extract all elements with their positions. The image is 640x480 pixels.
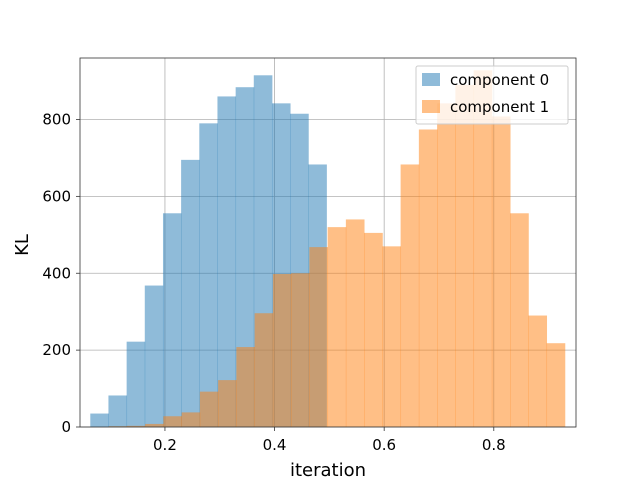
histogram-bar	[510, 213, 529, 427]
histogram-bar	[145, 423, 164, 427]
plot-frame	[79, 57, 577, 428]
histogram-bar	[199, 391, 219, 427]
histogram-bar	[546, 343, 566, 427]
legend: component 0 component 1	[415, 65, 569, 125]
histogram-bar	[364, 232, 383, 427]
x-axis-label: iteration	[290, 460, 366, 480]
histogram-bar	[217, 96, 237, 427]
histogram-bar	[90, 413, 109, 427]
histogram-bar	[272, 274, 292, 427]
histogram-bar	[181, 159, 200, 427]
histogram-bar	[126, 425, 146, 427]
histogram-bar	[491, 116, 511, 428]
histogram-bar	[218, 380, 237, 427]
histogram-bar	[254, 313, 274, 427]
series-component-1	[108, 70, 566, 428]
legend-swatch-component-0	[422, 73, 440, 86]
x-tick-label: 0.4	[263, 436, 287, 454]
legend-swatch-component-1	[422, 100, 440, 113]
y-tick-label: 400	[42, 264, 71, 282]
histogram-bar	[162, 213, 182, 427]
histogram-bar	[309, 247, 329, 427]
histogram-bar	[126, 341, 146, 427]
histogram-bar	[291, 273, 310, 427]
histogram-bar	[181, 412, 201, 427]
histogram-bar	[108, 395, 128, 427]
histogram-bar	[473, 70, 493, 428]
x-tick-label: 0.2	[153, 436, 177, 454]
y-tick-label: 800	[42, 111, 71, 129]
histogram-bar	[345, 219, 365, 427]
y-tick-label: 0	[61, 418, 71, 436]
y-tick-label: 200	[42, 341, 71, 359]
histogram-bar	[236, 347, 256, 427]
histogram-bar	[199, 123, 218, 427]
histogram-bar	[382, 246, 402, 427]
histogram-bar	[400, 164, 420, 428]
histogram-bar	[327, 227, 347, 427]
legend-box	[415, 65, 569, 125]
histogram-bar	[418, 129, 438, 427]
axes-frame	[79, 57, 577, 428]
histogram-bars	[90, 70, 566, 428]
histogram-bar	[437, 103, 456, 427]
legend-label-component-1: component 1	[450, 98, 549, 116]
y-axis-label: KL	[12, 234, 33, 256]
histogram-bar	[528, 315, 548, 427]
histogram-bar	[455, 84, 475, 427]
x-tick-label: 0.8	[482, 436, 506, 454]
legend-label-component-0: component 0	[450, 71, 549, 89]
histogram-bar	[235, 87, 255, 428]
histogram-bar	[144, 285, 164, 427]
histogram-bar	[163, 416, 183, 427]
y-tick-label: 600	[42, 187, 71, 205]
x-tick-label: 0.6	[372, 436, 396, 454]
axis-ticks: 0.2 0.4 0.6 0.8 0 200 400 600 800	[42, 111, 505, 455]
